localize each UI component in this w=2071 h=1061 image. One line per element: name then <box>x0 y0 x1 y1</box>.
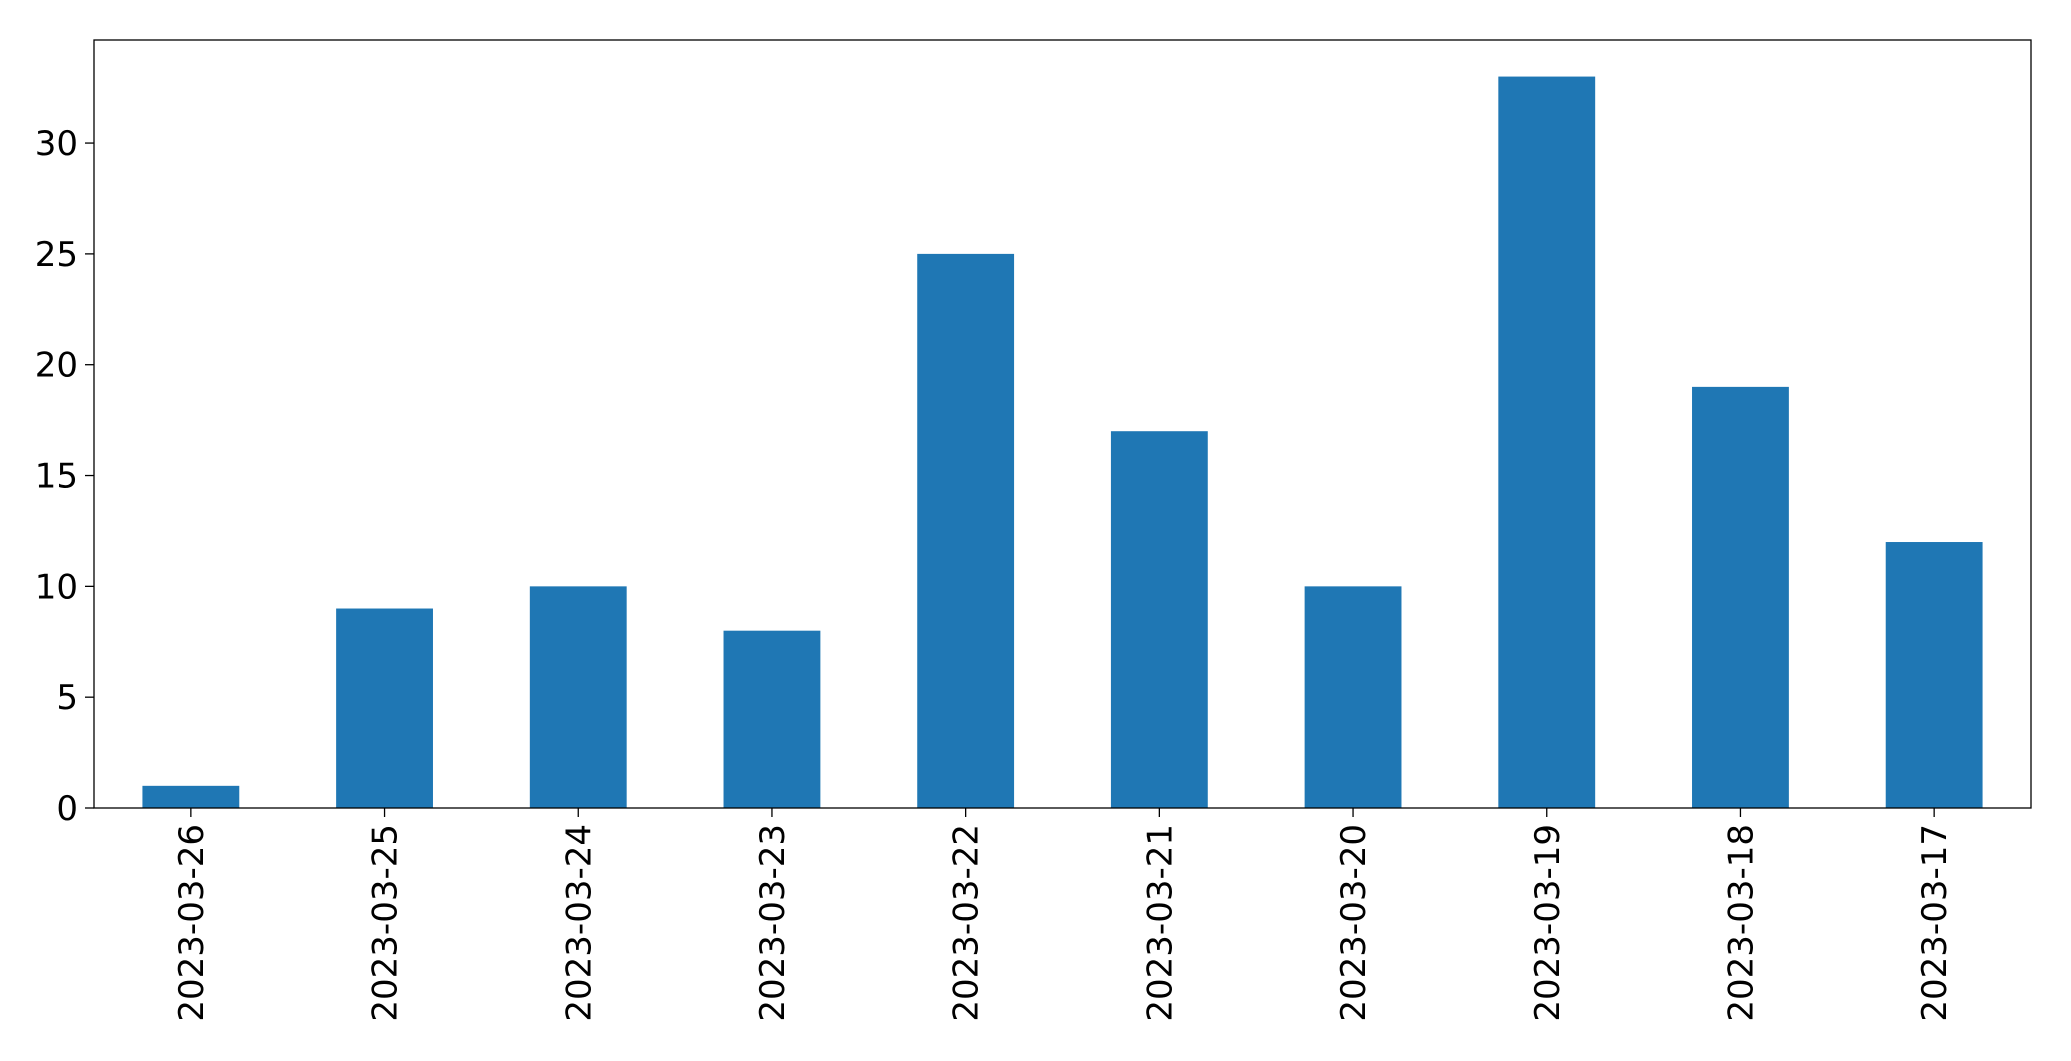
y-tick-label: 30 <box>35 124 78 164</box>
y-tick-label: 5 <box>56 678 78 718</box>
y-tick-label: 20 <box>35 346 78 386</box>
x-tick-label: 2023-03-21 <box>1140 824 1180 1022</box>
x-tick-label: 2023-03-25 <box>366 824 406 1022</box>
y-tick-label: 15 <box>35 457 78 497</box>
bar <box>1110 431 1208 808</box>
x-tick-label: 2023-03-19 <box>1528 824 1568 1022</box>
bar <box>1304 586 1402 808</box>
x-tick-label: 2023-03-26 <box>172 824 212 1022</box>
x-tick-label: 2023-03-22 <box>947 824 987 1022</box>
y-tick-label: 0 <box>56 789 78 829</box>
x-tick-label: 2023-03-20 <box>1334 824 1374 1022</box>
y-tick-label: 10 <box>35 567 78 607</box>
bar <box>917 253 1015 808</box>
y-tick-label: 25 <box>35 235 78 275</box>
bar <box>723 630 821 808</box>
x-tick-label: 2023-03-23 <box>753 824 793 1022</box>
bar <box>1692 386 1789 808</box>
x-tick-label: 2023-03-18 <box>1721 824 1761 1022</box>
plot-frame <box>93 39 2032 809</box>
bar <box>142 785 240 808</box>
x-tick-label: 2023-03-17 <box>1915 824 1955 1022</box>
x-tick-label: 2023-03-24 <box>559 824 599 1022</box>
bar <box>529 586 627 808</box>
bar <box>1885 542 1983 808</box>
bar <box>336 608 433 808</box>
bar <box>1498 76 1596 809</box>
